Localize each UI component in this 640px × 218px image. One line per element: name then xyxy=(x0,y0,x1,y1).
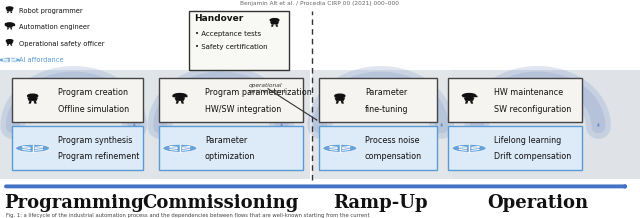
Wedge shape xyxy=(462,94,476,96)
Text: Robot programmer: Robot programmer xyxy=(19,8,83,14)
FancyBboxPatch shape xyxy=(159,126,303,170)
Polygon shape xyxy=(6,26,13,28)
Text: Programming: Programming xyxy=(4,194,143,212)
FancyBboxPatch shape xyxy=(159,78,303,122)
Text: compensation: compensation xyxy=(365,152,422,162)
Text: Program creation: Program creation xyxy=(58,88,127,97)
Polygon shape xyxy=(175,98,185,101)
FancyBboxPatch shape xyxy=(12,126,143,170)
Text: Handover: Handover xyxy=(195,14,244,23)
Polygon shape xyxy=(465,101,468,104)
Text: Parameter: Parameter xyxy=(205,136,247,145)
Polygon shape xyxy=(7,44,9,46)
FancyBboxPatch shape xyxy=(12,78,143,122)
Circle shape xyxy=(464,94,474,98)
Bar xyxy=(312,70,452,179)
Polygon shape xyxy=(336,101,339,104)
Polygon shape xyxy=(6,9,13,11)
Bar xyxy=(452,70,640,179)
Text: • Safety certification: • Safety certification xyxy=(195,44,267,50)
Polygon shape xyxy=(33,101,36,104)
Text: AI affordance: AI affordance xyxy=(19,57,64,63)
Polygon shape xyxy=(29,101,32,104)
Polygon shape xyxy=(275,24,278,27)
Text: Operation: Operation xyxy=(487,194,588,212)
FancyBboxPatch shape xyxy=(319,126,437,170)
Text: Operational safety officer: Operational safety officer xyxy=(19,41,105,47)
Circle shape xyxy=(335,94,345,98)
Text: fine-tuning: fine-tuning xyxy=(365,104,408,114)
Text: • Acceptance tests: • Acceptance tests xyxy=(195,31,260,37)
Polygon shape xyxy=(270,22,279,24)
Text: Program parameterization: Program parameterization xyxy=(205,88,312,97)
Polygon shape xyxy=(7,11,9,13)
Text: Drift compensation: Drift compensation xyxy=(494,152,572,162)
Text: Program synthesis: Program synthesis xyxy=(58,136,132,145)
Text: HW/SW integration: HW/SW integration xyxy=(205,104,281,114)
FancyBboxPatch shape xyxy=(189,11,289,70)
FancyBboxPatch shape xyxy=(319,78,437,122)
Polygon shape xyxy=(464,98,474,101)
Text: operational
environment: operational environment xyxy=(248,83,286,94)
Circle shape xyxy=(270,19,279,22)
Polygon shape xyxy=(10,28,12,29)
Text: SW reconfiguration: SW reconfiguration xyxy=(494,104,572,114)
Ellipse shape xyxy=(0,57,20,63)
Text: optimization: optimization xyxy=(205,152,255,162)
Wedge shape xyxy=(173,94,187,96)
Polygon shape xyxy=(10,44,12,46)
Ellipse shape xyxy=(323,144,357,152)
Polygon shape xyxy=(6,42,13,44)
Circle shape xyxy=(175,94,185,98)
Polygon shape xyxy=(335,98,345,101)
Wedge shape xyxy=(5,23,14,24)
Text: Offline simulation: Offline simulation xyxy=(58,104,129,114)
Ellipse shape xyxy=(163,144,197,152)
Text: Program refinement: Program refinement xyxy=(58,152,139,162)
Text: Fig. 1: a lifecycle of the industrial automation process and the dependencies be: Fig. 1: a lifecycle of the industrial au… xyxy=(6,213,370,218)
Ellipse shape xyxy=(452,144,486,152)
Text: Ramp-Up: Ramp-Up xyxy=(333,194,428,212)
Text: Lifelong learning: Lifelong learning xyxy=(494,136,561,145)
Circle shape xyxy=(28,94,38,98)
Text: Parameter: Parameter xyxy=(365,88,407,97)
Text: Process noise: Process noise xyxy=(365,136,419,145)
Text: HW maintenance: HW maintenance xyxy=(494,88,563,97)
Text: Commissioning: Commissioning xyxy=(143,194,299,212)
Bar xyxy=(4,24,15,25)
Polygon shape xyxy=(180,101,184,104)
Polygon shape xyxy=(28,98,38,101)
Polygon shape xyxy=(176,101,179,104)
Bar xyxy=(154,70,310,179)
Polygon shape xyxy=(7,28,9,29)
Circle shape xyxy=(6,23,13,26)
Polygon shape xyxy=(470,101,473,104)
Ellipse shape xyxy=(15,144,50,152)
Polygon shape xyxy=(10,11,12,13)
Circle shape xyxy=(6,40,13,42)
Text: Benjamin Alt et al. / Procedia CIRP 00 (2021) 000–000: Benjamin Alt et al. / Procedia CIRP 00 (… xyxy=(241,1,399,6)
Circle shape xyxy=(6,7,13,9)
FancyBboxPatch shape xyxy=(448,126,582,170)
Polygon shape xyxy=(271,24,274,27)
FancyBboxPatch shape xyxy=(448,78,582,122)
Text: Automation engineer: Automation engineer xyxy=(19,24,90,30)
Bar xyxy=(0,70,154,179)
Polygon shape xyxy=(340,101,344,104)
